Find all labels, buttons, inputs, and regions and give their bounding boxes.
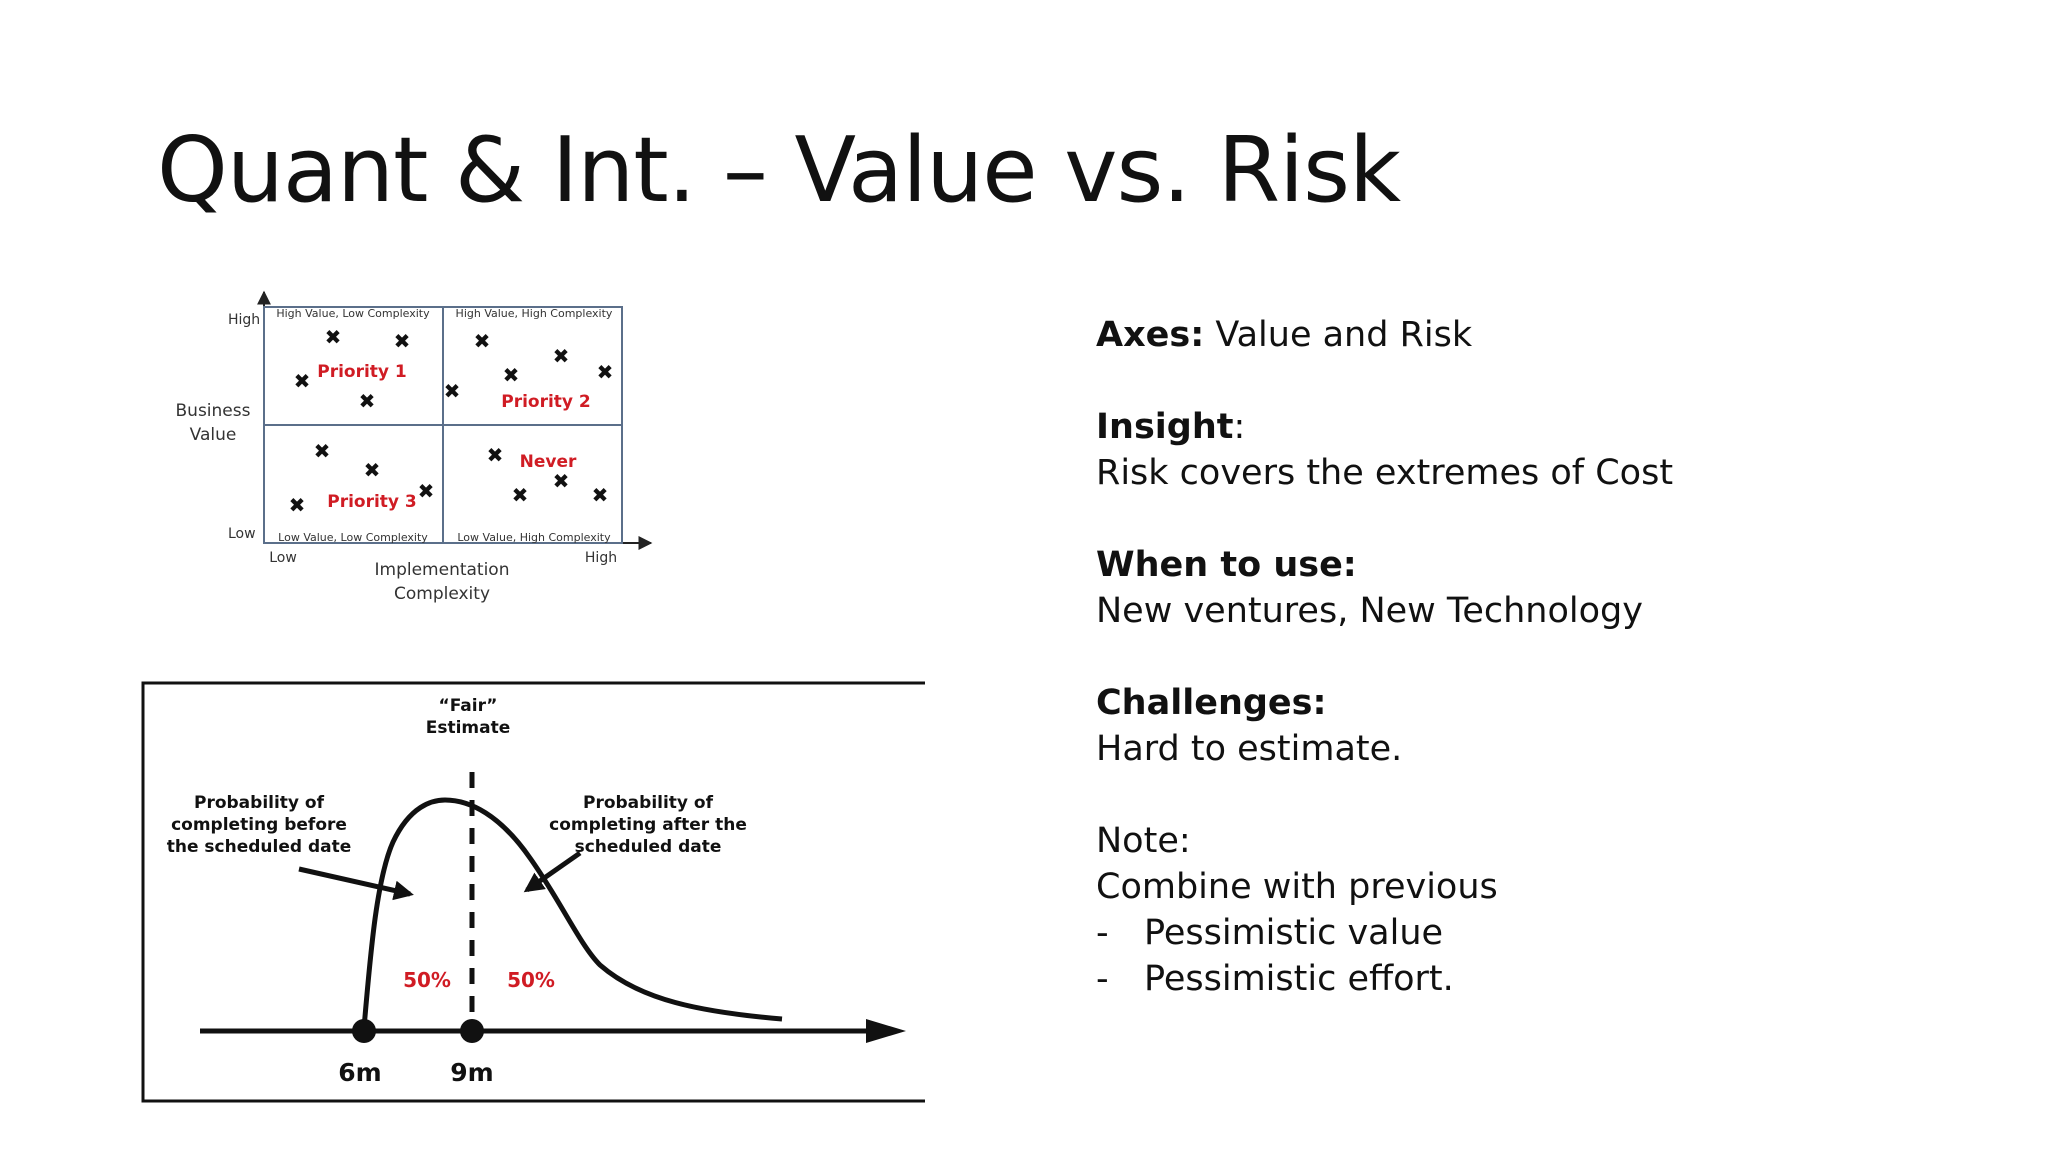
cross-marker: ✖ — [553, 344, 570, 368]
bullet-dash: - — [1096, 913, 1109, 953]
left-note-line3: the scheduled date — [167, 837, 352, 857]
insight-colon: : — [1233, 407, 1246, 447]
when-to-use-text: New ventures, New Technology — [1096, 591, 1643, 631]
quadrant-label-priority-2: Priority 2 — [501, 392, 591, 412]
when-to-use-label: When to use: — [1096, 545, 1357, 585]
tick-label-6m: 6m — [338, 1058, 381, 1087]
bullet-text: Pessimistic effort. — [1144, 959, 1454, 999]
y-axis-high-label: High — [228, 312, 260, 328]
list-item: - Pessimistic effort. — [1096, 956, 1673, 1002]
quadrant-label-priority-1: Priority 1 — [317, 362, 407, 382]
fair-estimate-label-line2: Estimate — [426, 718, 511, 738]
note-label: Note: — [1096, 821, 1191, 861]
list-item: - Pessimistic value — [1096, 910, 1673, 956]
estimate-frame — [141, 681, 925, 1103]
right-percentage: 50% — [507, 968, 555, 992]
cross-marker: ✖ — [444, 379, 461, 403]
cross-marker: ✖ — [394, 329, 411, 353]
challenges-text: Hard to estimate. — [1096, 729, 1403, 769]
challenges-label: Challenges: — [1096, 683, 1327, 723]
cross-marker: ✖ — [592, 483, 609, 507]
cross-marker: ✖ — [553, 469, 570, 493]
fair-estimate-label-line1: “Fair” — [439, 696, 498, 716]
insight-label: Insight — [1096, 407, 1234, 447]
right-note-line2: completing after the — [549, 815, 747, 835]
y-axis-low-label: Low — [228, 526, 256, 542]
left-percentage: 50% — [403, 968, 451, 992]
quadrant-caption-bottom-right: Low Value, High Complexity — [457, 531, 611, 544]
timeline-arrowhead — [866, 1019, 906, 1043]
quadrant-caption-top-right: High Value, High Complexity — [456, 307, 613, 320]
timeline-point-6m — [352, 1019, 376, 1043]
cross-marker: ✖ — [325, 325, 342, 349]
quadrant-label-never: Never — [520, 452, 577, 472]
x-axis-title-line1: Implementation — [375, 560, 510, 580]
right-note-line3: scheduled date — [575, 837, 722, 857]
cross-marker: ✖ — [418, 479, 435, 503]
right-note-line1: Probability of — [583, 793, 714, 813]
cross-marker: ✖ — [487, 443, 504, 467]
quadrant-label-priority-3: Priority 3 — [327, 492, 417, 512]
axes-value: Value and Risk — [1204, 315, 1473, 355]
x-axis-low-label: Low — [269, 550, 297, 566]
timeline-point-9m — [460, 1019, 484, 1043]
insight-heading: Insight: — [1096, 404, 1673, 450]
x-axis-title-line2: Complexity — [394, 584, 490, 604]
slide-title: Quant & Int. – Value vs. Risk — [157, 118, 1401, 223]
quadrant-caption-top-left: High Value, Low Complexity — [276, 307, 430, 320]
note-text: Combine with previous — [1096, 867, 1498, 907]
left-note-line2: completing before — [171, 815, 347, 835]
cross-marker: ✖ — [359, 389, 376, 413]
bullet-text: Pessimistic value — [1144, 913, 1444, 953]
bullet-dash: - — [1096, 959, 1109, 999]
cross-marker: ✖ — [364, 458, 381, 482]
x-axis-high-label: High — [585, 550, 617, 566]
insight-text: Risk covers the extremes of Cost — [1096, 453, 1674, 493]
probability-curve — [361, 797, 783, 1029]
right-note-arrow — [523, 850, 582, 893]
cross-marker: ✖ — [314, 439, 331, 463]
cross-marker: ✖ — [289, 493, 306, 517]
cross-marker: ✖ — [474, 329, 491, 353]
left-note-line1: Probability of — [194, 793, 325, 813]
cross-marker: ✖ — [512, 483, 529, 507]
left-note-arrow — [298, 866, 414, 901]
tick-label-9m: 9m — [450, 1058, 493, 1087]
axes-label: Axes: — [1096, 315, 1205, 355]
quadrant-caption-bottom-left: Low Value, Low Complexity — [278, 531, 428, 544]
cross-marker: ✖ — [294, 369, 311, 393]
y-axis-title-line1: Business — [176, 401, 251, 421]
matrix-markers: ✖ ✖ ✖ ✖ ✖ ✖ ✖ ✖ ✖ ✖ ✖ ✖ ✖ ✖ ✖ ✖ ✖ — [289, 325, 614, 517]
cross-marker: ✖ — [597, 360, 614, 384]
y-axis-title-line2: Value — [190, 425, 237, 445]
notes-panel: Axes: Value and Risk Insight: Risk cover… — [1096, 312, 1673, 1002]
axes-line: Axes: Value and Risk — [1096, 312, 1673, 358]
cross-marker: ✖ — [503, 363, 520, 387]
